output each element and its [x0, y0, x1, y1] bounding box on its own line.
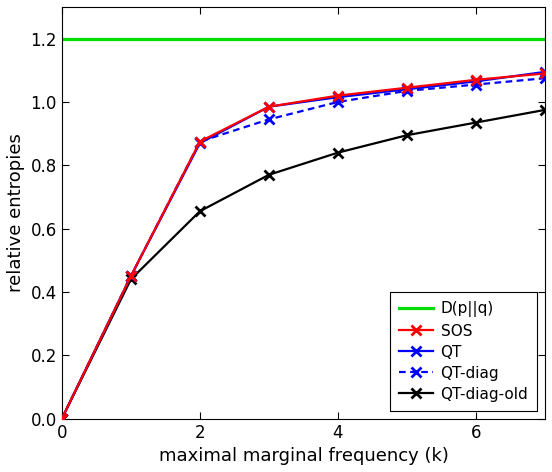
- X-axis label: maximal marginal frequency (k): maximal marginal frequency (k): [158, 447, 448, 465]
- QT-diag: [59, 416, 65, 421]
- QT: [473, 78, 479, 84]
- QT: [128, 273, 134, 279]
- QT-diag-old: [266, 172, 272, 177]
- QT-diag: [542, 76, 548, 81]
- QT-diag-old: [473, 120, 479, 126]
- Y-axis label: relative entropies: relative entropies: [7, 134, 25, 292]
- QT: [266, 104, 272, 110]
- QT: [404, 86, 410, 92]
- Legend: D(p||q), SOS, QT, QT-diag, QT-diag-old: D(p||q), SOS, QT, QT-diag, QT-diag-old: [390, 292, 538, 411]
- Line: QT-diag: QT-diag: [57, 73, 550, 423]
- D(p||q): [59, 36, 65, 42]
- SOS: [197, 139, 203, 144]
- QT: [542, 69, 548, 75]
- Line: SOS: SOS: [57, 68, 550, 423]
- QT-diag: [197, 139, 203, 144]
- QT: [59, 416, 65, 421]
- QT-diag: [266, 117, 272, 122]
- QT-diag-old: [404, 132, 410, 138]
- QT-diag-old: [128, 277, 134, 282]
- Line: QT-diag-old: QT-diag-old: [57, 105, 550, 423]
- QT-diag: [473, 82, 479, 87]
- QT-diag-old: [197, 208, 203, 214]
- QT-diag-old: [59, 416, 65, 421]
- SOS: [542, 71, 548, 76]
- QT-diag: [404, 88, 410, 94]
- SOS: [59, 416, 65, 421]
- Line: QT: QT: [57, 67, 550, 423]
- QT-diag-old: [542, 107, 548, 113]
- D(p||q): [128, 36, 134, 42]
- SOS: [128, 273, 134, 279]
- SOS: [473, 77, 479, 83]
- QT-diag: [335, 99, 341, 105]
- SOS: [404, 85, 410, 91]
- QT-diag: [128, 273, 134, 279]
- SOS: [335, 93, 341, 99]
- QT-diag-old: [335, 150, 341, 155]
- SOS: [266, 104, 272, 110]
- QT: [335, 94, 341, 100]
- QT: [197, 140, 203, 146]
